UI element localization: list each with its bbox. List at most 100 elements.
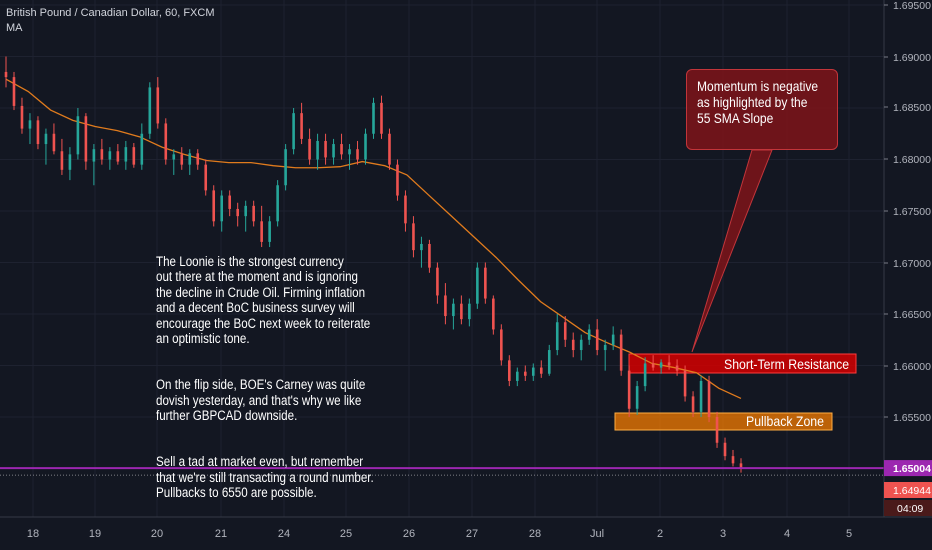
note-paragraph-2: On the flip side, BOE's Carney was quite… xyxy=(156,377,366,423)
candle-body xyxy=(699,380,703,412)
candle-body xyxy=(547,350,551,374)
candle-body xyxy=(108,151,112,160)
x-tick-label: 5 xyxy=(846,528,852,540)
x-tick-label: 4 xyxy=(784,528,790,540)
candle-body xyxy=(364,133,367,160)
ma-line xyxy=(5,78,742,400)
candle-body xyxy=(276,185,279,222)
candle-body xyxy=(204,164,208,191)
candle-body xyxy=(36,120,40,145)
y-tick-label: 1.68000 xyxy=(893,154,931,166)
candle-body xyxy=(460,303,463,320)
candle-body xyxy=(252,205,255,222)
candle-body xyxy=(76,116,80,155)
candle-body xyxy=(356,149,359,160)
countdown-label: 04:09 xyxy=(897,503,923,515)
candle-body xyxy=(492,298,495,330)
x-tick-label: 21 xyxy=(215,528,227,540)
y-tick-label: 1.67500 xyxy=(893,206,931,218)
candle-body xyxy=(380,102,383,134)
y-tick-label: 1.66000 xyxy=(893,361,931,373)
candle-body xyxy=(340,144,343,155)
candle-body xyxy=(643,363,647,387)
candle-body xyxy=(44,133,48,145)
candle-body xyxy=(444,295,447,317)
bid-price-badge xyxy=(884,482,932,498)
candle-body xyxy=(124,147,128,162)
candle-body xyxy=(691,396,695,412)
candle-body xyxy=(164,123,168,160)
candle-body xyxy=(436,267,439,296)
note-paragraph-1: The Loonie is the strongest currency out… xyxy=(156,253,371,347)
candle-body xyxy=(412,223,415,251)
candle-body xyxy=(500,329,503,361)
candle-body xyxy=(140,133,144,165)
x-tick-label: 24 xyxy=(278,528,290,540)
candle-body xyxy=(260,221,263,242)
candle-body xyxy=(707,380,711,417)
candle-body xyxy=(563,322,567,340)
candle-body xyxy=(220,195,224,222)
candle-body xyxy=(116,151,120,162)
bid-price-label: 1.64944 xyxy=(893,485,931,497)
candle-body xyxy=(468,303,471,320)
candle-body xyxy=(324,140,327,158)
candle-body xyxy=(84,116,88,162)
candle-body xyxy=(292,113,295,150)
callout-pointer xyxy=(691,149,773,353)
candle-body xyxy=(236,208,239,217)
candle-body xyxy=(508,360,511,381)
current-price-badge xyxy=(884,460,932,477)
indicator-label[interactable]: MA xyxy=(6,22,23,34)
x-tick-label: 26 xyxy=(403,528,415,540)
symbol-title[interactable]: British Pound / Canadian Dollar, 60, FXC… xyxy=(6,7,215,19)
candle-body xyxy=(571,339,575,351)
chart-legend: British Pound / Canadian Dollar, 60, FXC… xyxy=(6,6,215,36)
candle-body xyxy=(452,303,455,317)
candle-body xyxy=(635,386,639,409)
resistance-label: Short-Term Resistance xyxy=(724,356,849,372)
candle-body xyxy=(92,149,96,162)
y-tick-label: 1.66500 xyxy=(893,309,931,321)
x-tick-label: Jul xyxy=(590,528,604,540)
candle-body xyxy=(587,329,591,340)
candle-body xyxy=(68,154,72,170)
candle-body xyxy=(180,154,184,165)
candle-body xyxy=(396,164,399,196)
x-tick-label: 2 xyxy=(657,528,663,540)
candle-body xyxy=(4,71,8,78)
candle-body xyxy=(611,334,615,345)
candle-body xyxy=(420,243,423,251)
candle-body xyxy=(332,144,335,158)
candle-body xyxy=(228,195,231,209)
candle-body xyxy=(523,371,527,376)
candle-body xyxy=(651,363,655,368)
candle-body xyxy=(316,140,319,160)
candle-body xyxy=(148,87,152,134)
candle-body xyxy=(539,367,543,374)
x-tick-label: 18 xyxy=(27,528,39,540)
analysis-note: The Loonie is the strongest currency out… xyxy=(156,238,414,531)
candle-body xyxy=(484,267,487,299)
candle-body xyxy=(52,133,56,152)
y-tick-label: 1.68500 xyxy=(893,102,931,114)
pullback-label: Pullback Zone xyxy=(746,413,824,429)
candle-body xyxy=(188,153,192,165)
candle-body xyxy=(100,149,104,160)
x-tick-label: 3 xyxy=(720,528,726,540)
candle-body xyxy=(667,362,671,366)
x-tick-label: 20 xyxy=(151,528,163,540)
candle-body xyxy=(132,147,136,165)
momentum-callout: Momentum is negative as highlighted by t… xyxy=(686,69,838,150)
candle-body xyxy=(428,243,431,268)
candle-body xyxy=(715,417,719,443)
candle-body xyxy=(20,105,24,129)
y-tick-label: 1.69000 xyxy=(893,52,931,64)
candle-body xyxy=(675,365,679,371)
candle-body xyxy=(156,87,160,124)
candle-body xyxy=(627,370,631,409)
x-tick-label: 25 xyxy=(340,528,352,540)
candle-body xyxy=(12,77,16,106)
note-paragraph-3: Sell a tad at market even, but remember … xyxy=(156,454,374,500)
